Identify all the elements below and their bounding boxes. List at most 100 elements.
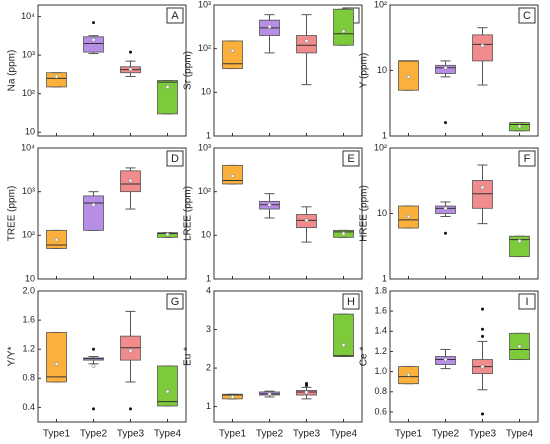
y-tick-label: 10³	[22, 186, 35, 196]
box	[296, 35, 317, 54]
y-tick-label: 0.6	[374, 406, 387, 416]
y-tick-label: 1	[382, 130, 387, 140]
panel-badge	[518, 7, 536, 24]
panel-badge	[166, 293, 184, 310]
y-tick-label: 10	[25, 273, 35, 283]
mean	[128, 67, 133, 72]
x-tick-label: Type4	[506, 429, 534, 439]
y-tick-label: 10	[377, 65, 387, 75]
box	[83, 36, 104, 53]
mean	[230, 48, 235, 53]
box	[157, 365, 178, 407]
outlier	[92, 347, 95, 351]
box	[509, 235, 530, 257]
mean	[443, 206, 448, 211]
box	[46, 72, 67, 88]
y-axis-label: Sr (ppm)	[183, 51, 194, 90]
mean	[267, 24, 272, 29]
y-axis-label: Na (ppm)	[7, 50, 18, 92]
plot-frame	[37, 4, 187, 137]
outlier	[92, 21, 95, 25]
outlier	[481, 334, 484, 338]
x-tick-label: Type2	[432, 429, 460, 439]
y-tick-label: 1.6	[22, 314, 35, 324]
mean	[91, 202, 96, 207]
outlier	[444, 121, 447, 125]
outlier	[129, 407, 132, 411]
panel-badge	[342, 150, 360, 167]
y-tick-label: 10³	[198, 0, 211, 9]
box	[83, 195, 104, 231]
panel-letter: C	[523, 10, 531, 22]
box	[157, 80, 178, 115]
y-tick-label: 10²	[198, 186, 211, 196]
y-tick-label: 2.0	[22, 285, 35, 295]
plot-frame	[389, 290, 539, 423]
y-tick-label: 1.8	[374, 285, 387, 295]
mean	[341, 231, 346, 236]
mean	[230, 395, 235, 399]
x-tick-label: Type2	[80, 429, 108, 439]
y-tick-label: 10²	[374, 0, 387, 9]
x-tick-label: Type1	[43, 429, 71, 439]
mean	[443, 357, 448, 362]
outlier	[305, 381, 308, 385]
mean	[165, 389, 170, 394]
y-axis-label: Y/Y*	[7, 346, 18, 366]
y-tick-label: 10	[377, 208, 387, 218]
y-tick-label: 1.2	[22, 344, 35, 354]
box	[472, 34, 493, 62]
y-tick-label: 1	[206, 401, 211, 411]
mean	[267, 202, 272, 207]
y-axis-label: TREE (ppm)	[7, 186, 18, 242]
y-tick-label: 10⁴	[21, 142, 35, 152]
mean	[267, 391, 272, 396]
y-tick-label: 10	[201, 230, 211, 240]
y-tick-label: 10²	[22, 88, 35, 98]
y-tick-label: 4	[206, 285, 211, 295]
box	[472, 180, 493, 209]
mean	[54, 237, 59, 242]
panel-badge	[518, 150, 536, 167]
outlier	[444, 231, 447, 235]
y-tick-label: 0.8	[22, 373, 35, 383]
plot-frame	[37, 147, 187, 280]
plot-frame	[213, 290, 363, 423]
mean	[406, 214, 411, 219]
box	[333, 313, 354, 357]
y-tick-label: 10	[25, 127, 35, 137]
mean	[480, 185, 485, 190]
plot-frame	[213, 4, 363, 137]
mean	[341, 343, 346, 347]
y-tick-label: 10⁴	[21, 11, 35, 21]
y-tick-label: 0.4	[22, 402, 35, 412]
mean	[128, 178, 133, 183]
panel-badge	[166, 150, 184, 167]
outlier	[481, 307, 484, 311]
y-axis-label: LREE (ppm)	[183, 186, 194, 241]
panel-letter: G	[171, 296, 180, 308]
outlier	[92, 407, 95, 411]
y-axis-label: HREE (ppm)	[359, 185, 370, 242]
y-axis-label: Ce *	[359, 347, 370, 367]
y-tick-label: 10²	[374, 142, 387, 152]
mean	[54, 361, 59, 366]
x-tick-label: Type3	[117, 429, 145, 439]
y-tick-label: 10²	[22, 230, 35, 240]
mean	[480, 364, 485, 369]
y-tick-label: 10³	[22, 50, 35, 60]
mean	[443, 65, 448, 70]
panel-badge	[166, 7, 184, 24]
mean	[91, 364, 96, 368]
mean	[91, 37, 96, 42]
mean	[304, 390, 309, 395]
mean	[54, 74, 59, 79]
mean	[406, 372, 411, 377]
y-tick-label: 3	[206, 324, 211, 334]
box	[333, 8, 354, 46]
y-axis-label: Y (ppm)	[359, 53, 370, 88]
y-tick-label: 10²	[198, 43, 211, 53]
mean	[517, 239, 522, 243]
panel-letter: H	[347, 296, 355, 308]
x-tick-label: Type4	[330, 429, 358, 439]
